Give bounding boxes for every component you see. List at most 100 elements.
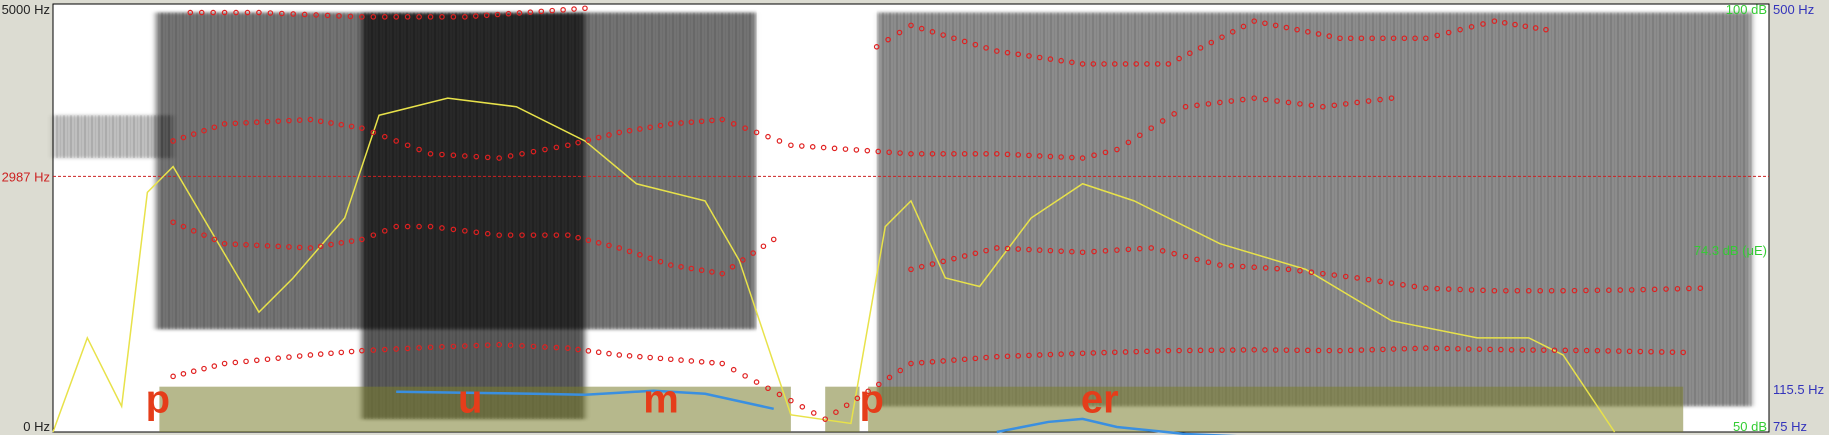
formant-point (918, 25, 925, 32)
formant-point (1228, 98, 1235, 104)
formant-point (626, 248, 633, 255)
voicing-region (825, 386, 860, 432)
formant-point (1262, 96, 1269, 103)
formant-point (530, 148, 537, 155)
formant-point (1251, 264, 1258, 271)
formant-point (908, 151, 914, 157)
formant-point (253, 119, 260, 126)
formant-point (232, 359, 239, 366)
formant-point (1229, 29, 1236, 35)
formant-point (296, 117, 303, 123)
formant-point (393, 14, 400, 20)
formant-point (1111, 349, 1118, 356)
formant-point (473, 153, 480, 160)
freq-max-label: 5000 Hz (2, 2, 50, 17)
formant-point (1331, 272, 1338, 278)
formant-point (439, 225, 445, 231)
formant-point (983, 354, 989, 361)
formant-point (1390, 346, 1397, 352)
formant-point (951, 151, 957, 157)
formant-point (657, 355, 664, 362)
formant-point (1171, 250, 1177, 257)
formant-point (983, 151, 989, 157)
formant-point (961, 151, 968, 157)
formant-point (799, 403, 806, 410)
formant-point (709, 117, 715, 124)
formant-point (243, 241, 249, 248)
formant-point (1573, 347, 1579, 354)
segment-label[interactable]: m (643, 377, 679, 421)
pitch-mid-label: 115.5 Hz (1773, 382, 1824, 397)
formant-point (770, 236, 777, 243)
segment-label[interactable]: p (146, 377, 170, 421)
formant-point (626, 127, 633, 134)
formant-point (338, 349, 345, 356)
formant-point (1457, 26, 1463, 33)
formant-point (1058, 248, 1064, 254)
formant-point (1228, 262, 1235, 269)
formant-point (833, 409, 839, 416)
formant-point (221, 240, 228, 247)
formant-point (264, 243, 271, 249)
formant-point (1262, 265, 1269, 271)
formant-point (1015, 353, 1022, 359)
formant-point (1047, 56, 1054, 62)
formant-point (505, 10, 512, 17)
formant-point (243, 358, 249, 365)
formant-point (1090, 61, 1097, 67)
formant-point (211, 363, 218, 369)
formant-point (1434, 32, 1441, 39)
formant-point (1468, 24, 1475, 30)
formant-point (1390, 35, 1397, 42)
formant-point (993, 245, 1000, 251)
formant-point (1219, 347, 1225, 353)
formant-point (1617, 287, 1624, 293)
formant-point (1401, 345, 1408, 352)
formant-point (647, 354, 653, 361)
formant-point (233, 9, 239, 16)
formant-point (404, 223, 411, 230)
formant-point (1004, 49, 1011, 56)
formant-point (381, 133, 388, 140)
formant-point (313, 12, 319, 18)
formant-point (1508, 347, 1515, 353)
formant-point (404, 345, 411, 352)
formant-point (1069, 59, 1075, 66)
formant-point (1326, 33, 1333, 39)
formant-point (1004, 245, 1011, 252)
formant-point (1532, 25, 1539, 31)
formant-point (201, 365, 207, 372)
formant-point (1208, 39, 1215, 46)
formant-point (1047, 153, 1054, 160)
formant-point (1548, 287, 1555, 294)
formant-point (753, 129, 760, 136)
formant-point (667, 356, 674, 363)
formant-point (542, 344, 548, 350)
formant-point (180, 223, 187, 230)
formant-point (564, 142, 571, 149)
segment-label[interactable]: p (860, 377, 884, 421)
formant-point (1551, 347, 1558, 354)
segment-label[interactable]: er (1081, 377, 1119, 421)
formant-point (1297, 101, 1303, 107)
formant-point (1308, 102, 1315, 109)
formant-point (1347, 347, 1354, 354)
formant-point (688, 358, 695, 364)
formant-point (637, 126, 643, 132)
formant-point (496, 155, 502, 161)
formant-point (1058, 351, 1064, 357)
formant-point (1640, 286, 1646, 293)
formant-point (307, 116, 314, 123)
formant-point (1197, 347, 1204, 354)
formant-point (1297, 267, 1303, 274)
formant-point (993, 353, 1000, 360)
formant-point (507, 232, 514, 238)
segment-label[interactable]: u (458, 377, 482, 421)
formant-point (243, 119, 249, 126)
formant-point (918, 151, 925, 157)
formant-point (507, 342, 514, 349)
formant-point (1090, 350, 1097, 356)
formant-point (1015, 246, 1022, 252)
